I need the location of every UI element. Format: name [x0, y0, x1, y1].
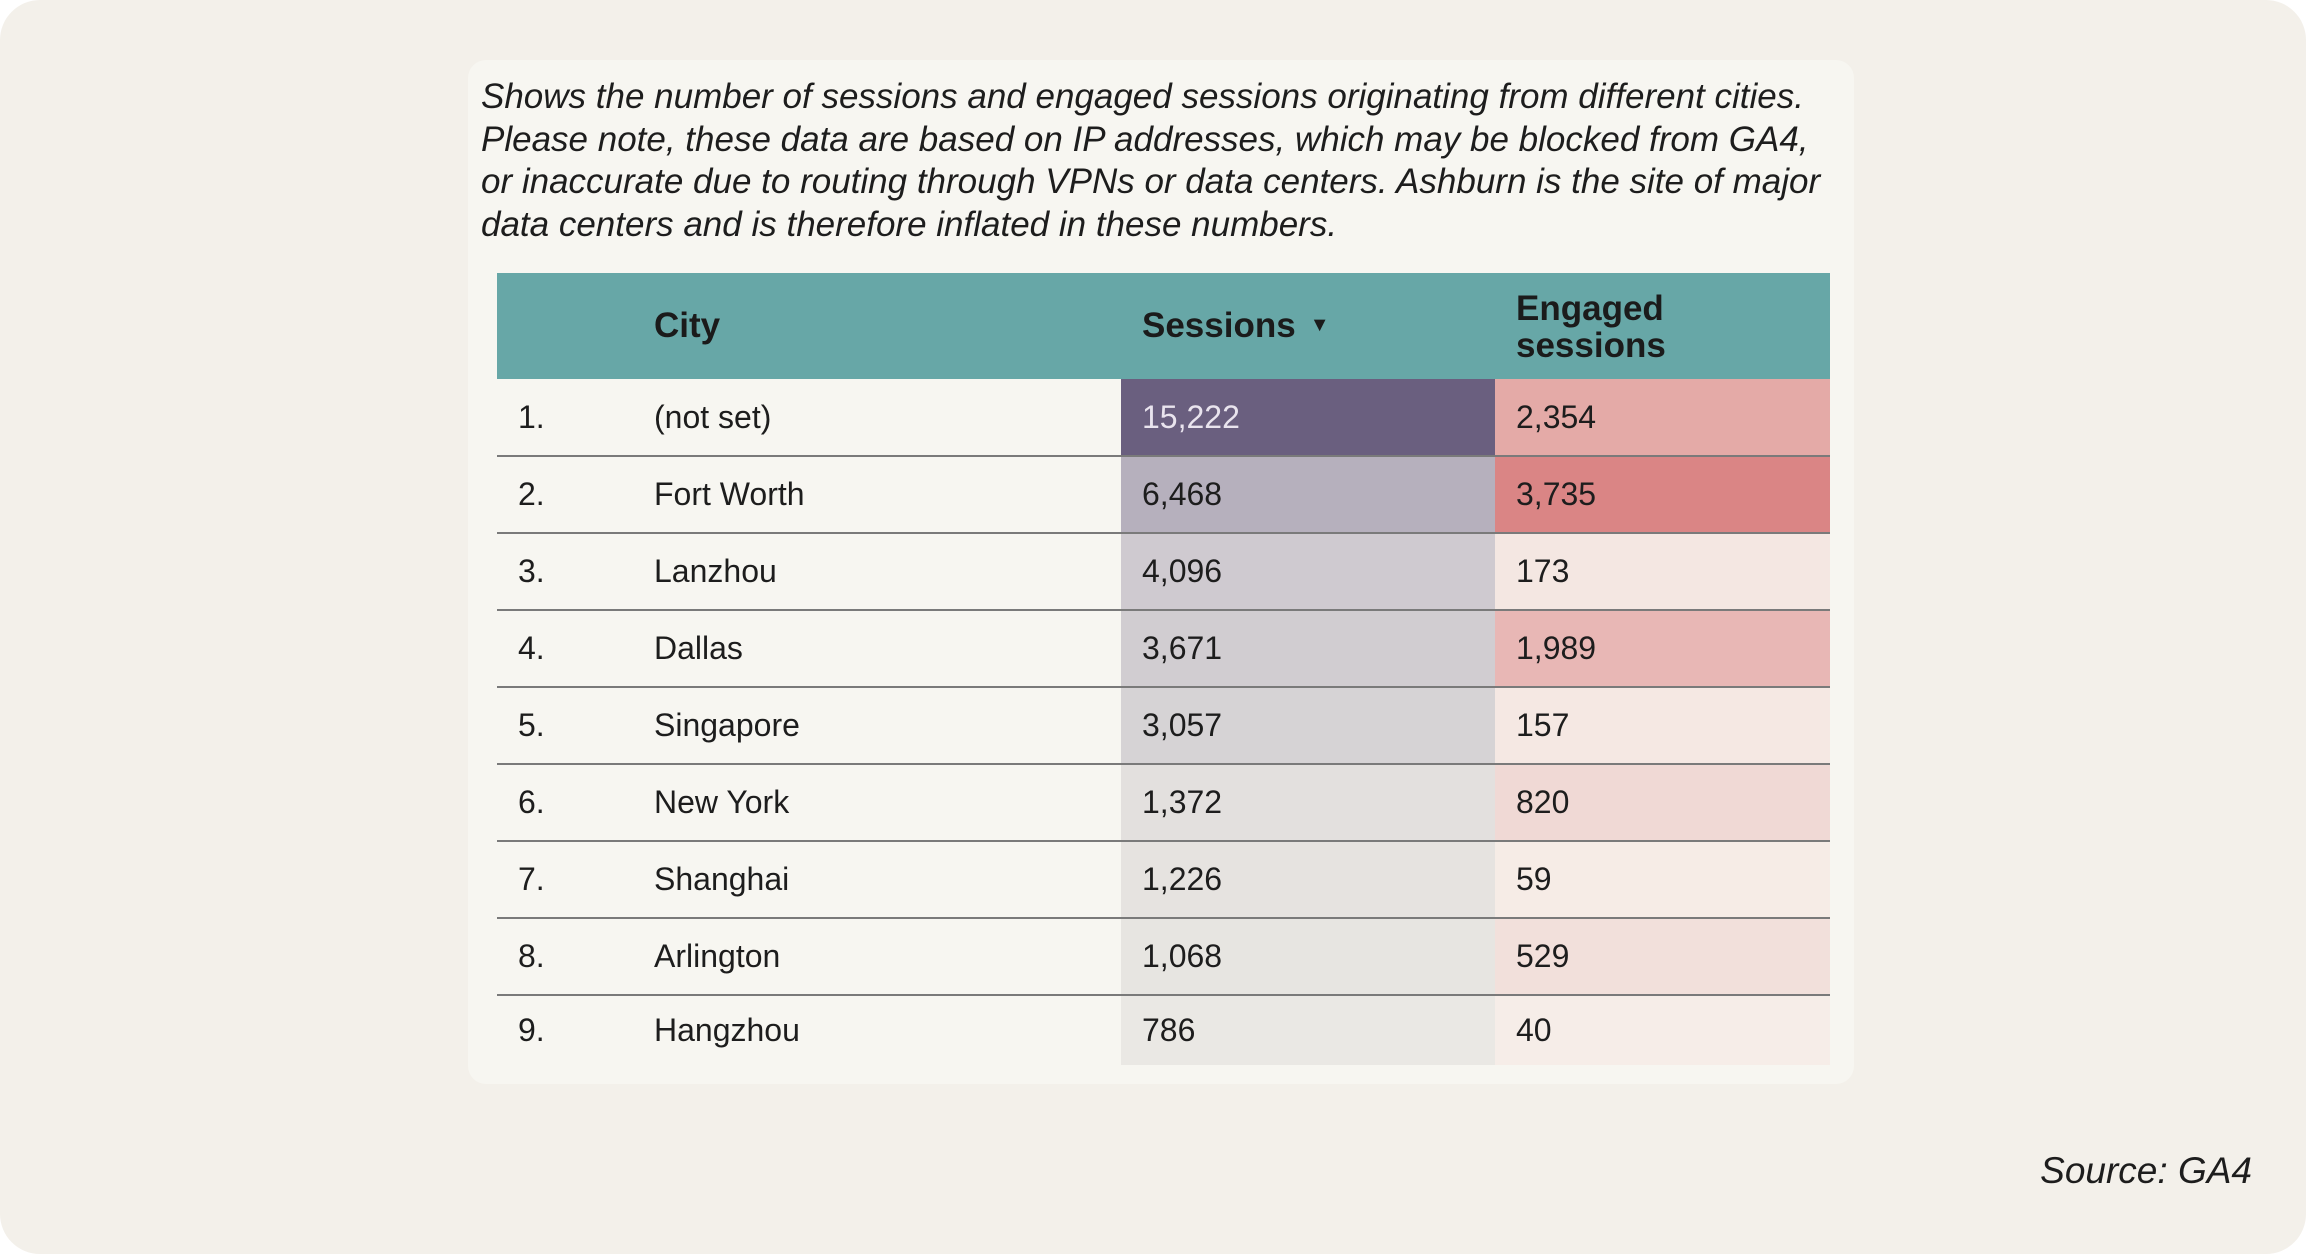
table-row[interactable]: 4. Dallas 3,671 1,989 — [497, 610, 1830, 687]
engaged-sessions-cell: 529 — [1495, 918, 1830, 995]
city-cell: Shanghai — [654, 861, 790, 897]
row-index: 3. — [518, 553, 545, 589]
engaged-sessions-cell: 59 — [1495, 841, 1830, 918]
sessions-cell: 3,671 — [1121, 610, 1495, 687]
index-column-header — [497, 273, 633, 379]
engaged-sessions-cell: 40 — [1495, 995, 1830, 1065]
sessions-cell: 4,096 — [1121, 533, 1495, 610]
city-cell: Singapore — [654, 707, 800, 743]
city-cell: Hangzhou — [654, 1012, 800, 1048]
engaged-sessions-cell: 1,989 — [1495, 610, 1830, 687]
row-index: 4. — [518, 630, 545, 666]
city-cell: (not set) — [654, 398, 772, 435]
row-index: 7. — [518, 861, 545, 897]
row-index: 6. — [518, 784, 545, 820]
table-row[interactable]: 2. Fort Worth 6,468 3,735 — [497, 456, 1830, 533]
engaged-sessions-cell: 173 — [1495, 533, 1830, 610]
engaged-header-label-line2: sessions — [1516, 326, 1666, 365]
sort-descending-icon[interactable]: ▼ — [1309, 314, 1330, 337]
sessions-cell: 786 — [1121, 995, 1495, 1065]
row-index: 5. — [518, 707, 545, 743]
row-index: 2. — [518, 476, 545, 512]
engaged-sessions-cell: 2,354 — [1495, 379, 1830, 456]
table-description: Shows the number of sessions and engaged… — [481, 77, 1821, 244]
row-index: 9. — [518, 1012, 545, 1048]
city-header-label: City — [654, 306, 721, 345]
city-cell: New York — [654, 784, 790, 820]
city-cell: Fort Worth — [654, 476, 805, 512]
row-index: 8. — [518, 938, 545, 974]
table-row[interactable]: 8. Arlington 1,068 529 — [497, 918, 1830, 995]
sessions-cell: 1,068 — [1121, 918, 1495, 995]
source-note: Source: GA4 — [2040, 1150, 2252, 1191]
sessions-cell: 6,468 — [1121, 456, 1495, 533]
table-row[interactable]: 5. Singapore 3,057 157 — [497, 687, 1830, 764]
table-row[interactable]: 9. Hangzhou 786 40 — [497, 995, 1830, 1065]
table-header-row: City Sessions ▼ Engaged sessions — [497, 273, 1830, 379]
engaged-sessions-cell: 157 — [1495, 687, 1830, 764]
city-column-header[interactable]: City — [633, 273, 1121, 379]
city-cell: Lanzhou — [654, 553, 777, 589]
table-row[interactable]: 7. Shanghai 1,226 59 — [497, 841, 1830, 918]
engaged-header-label-line1: Engaged — [1516, 289, 1664, 328]
sessions-cell: 1,372 — [1121, 764, 1495, 841]
sessions-header-label: Sessions — [1142, 306, 1296, 345]
table-row[interactable]: 3. Lanzhou 4,096 173 — [497, 533, 1830, 610]
city-cell: Dallas — [654, 630, 743, 666]
table-row[interactable]: 6. New York 1,372 820 — [497, 764, 1830, 841]
engaged-sessions-cell: 3,735 — [1495, 456, 1830, 533]
row-index: 1. — [518, 398, 545, 435]
sessions-cell: 1,226 — [1121, 841, 1495, 918]
table-row[interactable]: 1. (not set) 15,222 2,354 — [497, 379, 1830, 456]
engaged-sessions-cell: 820 — [1495, 764, 1830, 841]
sessions-column-header[interactable]: Sessions ▼ — [1121, 273, 1495, 379]
sessions-cell: 3,057 — [1121, 687, 1495, 764]
city-sessions-table: City Sessions ▼ Engaged sessions 1. (not se… — [497, 273, 1830, 1065]
engaged-sessions-column-header[interactable]: Engaged sessions — [1495, 273, 1830, 379]
sessions-cell: 15,222 — [1121, 379, 1495, 456]
city-cell: Arlington — [654, 938, 781, 974]
